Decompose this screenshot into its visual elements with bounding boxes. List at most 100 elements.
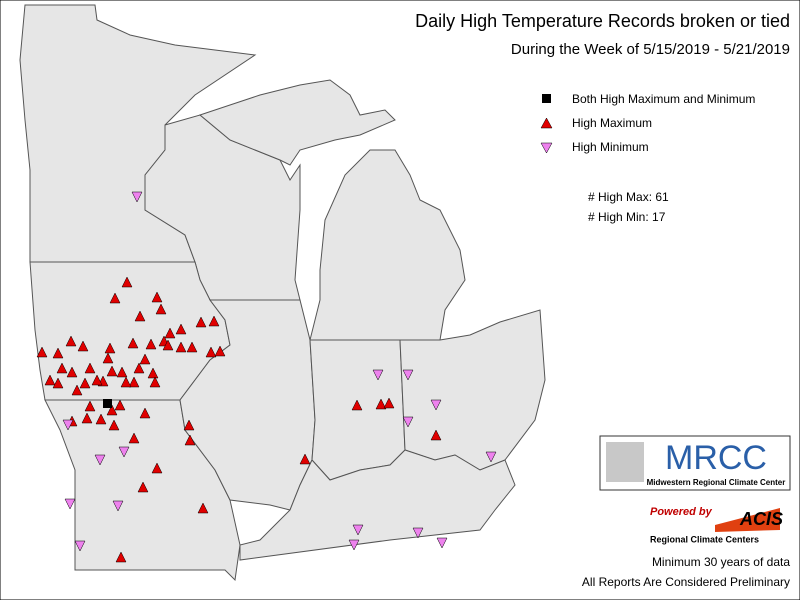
high-min-marker <box>112 500 124 512</box>
high-max-marker <box>56 362 68 374</box>
footer-note: Minimum 30 years of data <box>652 555 790 569</box>
title: Daily High Temperature Records broken or… <box>415 11 790 31</box>
high-min-marker <box>64 498 76 510</box>
high-max-marker <box>162 339 174 351</box>
high-max-marker <box>195 316 207 328</box>
high-min-marker <box>412 527 424 539</box>
high-max-marker <box>115 551 127 563</box>
high-min-marker <box>402 416 414 428</box>
high-min-marker <box>352 524 364 536</box>
high-max-marker <box>351 399 363 411</box>
high-min-marker <box>74 540 86 552</box>
high-max-marker <box>184 434 196 446</box>
high-max-marker <box>71 384 83 396</box>
high-min-marker <box>348 539 360 551</box>
high-max-marker <box>104 342 116 354</box>
high-max-marker <box>208 315 220 327</box>
high-max-marker <box>121 276 133 288</box>
high-max-marker <box>106 365 118 377</box>
high-max-marker <box>77 340 89 352</box>
high-max-marker <box>109 292 121 304</box>
rcc-text: Regional Climate Centers <box>650 534 759 544</box>
high-max-marker <box>134 310 146 322</box>
kentucky <box>239 449 516 561</box>
high-max-marker <box>151 462 163 474</box>
high-max-marker <box>95 413 107 425</box>
acis-text: ACIS <box>739 509 783 529</box>
both-marker <box>103 399 112 408</box>
high-max-marker <box>164 327 176 339</box>
high-max-marker <box>155 303 167 315</box>
legend-square <box>542 94 551 103</box>
high-max-marker <box>139 407 151 419</box>
legend-label: Both High Maximum and Minimum <box>572 92 755 106</box>
high-min-marker <box>372 369 384 381</box>
high-max-marker <box>137 481 149 493</box>
high-max-marker <box>186 341 198 353</box>
count-high-max: # High Max: 61 <box>588 190 669 204</box>
high-min-marker <box>94 454 106 466</box>
legend-triangle-down <box>540 142 553 154</box>
high-max-marker <box>139 353 151 365</box>
high-max-marker <box>79 377 91 389</box>
high-max-marker <box>299 453 311 465</box>
legend-label: High Minimum <box>572 140 649 154</box>
high-max-marker <box>116 366 128 378</box>
legend-label: High Maximum <box>572 116 652 130</box>
high-max-marker <box>120 376 132 388</box>
high-max-marker <box>197 502 209 514</box>
high-max-marker <box>66 366 78 378</box>
logo-caption: Midwestern Regional Climate Center <box>647 478 786 487</box>
high-min-marker <box>131 191 143 203</box>
high-max-marker <box>128 432 140 444</box>
michigan-upper <box>198 79 396 166</box>
high-max-marker <box>84 362 96 374</box>
high-min-marker <box>118 446 130 458</box>
high-max-marker <box>36 346 48 358</box>
logo-text: MRCC <box>665 439 767 477</box>
high-max-marker <box>147 367 159 379</box>
high-max-marker <box>81 412 93 424</box>
high-max-marker <box>127 337 139 349</box>
high-min-marker <box>402 369 414 381</box>
high-max-marker <box>149 376 161 388</box>
acis-logo: Powered by ACIS Regional Climate Centers <box>650 506 783 544</box>
high-max-marker <box>108 419 120 431</box>
high-max-marker <box>44 374 56 386</box>
high-max-marker <box>205 346 217 358</box>
high-max-marker <box>375 398 387 410</box>
high-max-marker <box>145 338 157 350</box>
high-min-marker <box>62 419 74 431</box>
high-max-marker <box>183 419 195 431</box>
high-max-marker <box>84 400 96 412</box>
count-high-min: # High Min: 17 <box>588 210 666 224</box>
logo-icon <box>606 442 644 482</box>
states <box>19 4 546 582</box>
high-max-marker <box>430 429 442 441</box>
subtitle: During the Week of 5/15/2019 - 5/21/2019 <box>511 41 790 58</box>
high-max-marker <box>128 376 140 388</box>
high-max-marker <box>91 374 103 386</box>
high-max-marker <box>52 347 64 359</box>
mrcc-logo: MRCC Midwestern Regional Climate Center <box>599 435 791 491</box>
high-max-marker <box>214 345 226 357</box>
acis-swoosh <box>715 508 780 532</box>
high-max-marker <box>383 397 395 409</box>
high-max-marker <box>175 323 187 335</box>
footer-disclaimer: All Reports Are Considered Preliminary <box>582 575 790 589</box>
high-min-marker <box>436 537 448 549</box>
high-max-marker <box>133 362 145 374</box>
legend-triangle-up <box>540 117 553 129</box>
markers <box>36 191 497 563</box>
high-max-marker <box>175 341 187 353</box>
high-max-marker <box>52 377 64 389</box>
high-max-marker <box>102 352 114 364</box>
high-max-marker <box>151 291 163 303</box>
high-max-marker <box>106 404 118 416</box>
high-max-marker <box>65 335 77 347</box>
powered-by: Powered by <box>650 506 713 518</box>
high-max-marker <box>114 399 126 411</box>
high-min-marker <box>485 451 497 463</box>
high-min-marker <box>430 399 442 411</box>
